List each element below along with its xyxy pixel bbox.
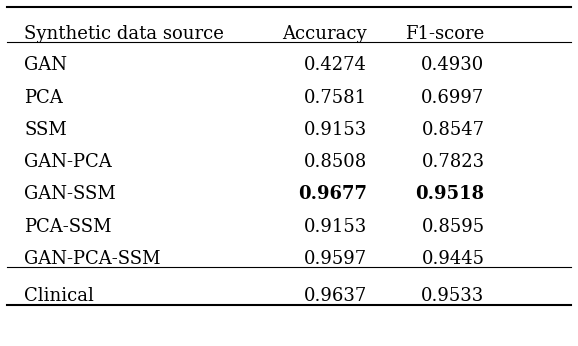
Text: Accuracy: Accuracy xyxy=(282,25,366,43)
Text: 0.7823: 0.7823 xyxy=(421,153,484,171)
Text: 0.7581: 0.7581 xyxy=(303,89,366,107)
Text: PCA-SSM: PCA-SSM xyxy=(24,218,112,236)
Text: 0.9445: 0.9445 xyxy=(421,250,484,268)
Text: PCA: PCA xyxy=(24,89,63,107)
Text: 0.9153: 0.9153 xyxy=(303,121,366,139)
Text: 0.6997: 0.6997 xyxy=(421,89,484,107)
Text: GAN: GAN xyxy=(24,56,68,74)
Text: 0.9153: 0.9153 xyxy=(303,218,366,236)
Text: 0.9533: 0.9533 xyxy=(421,287,484,305)
Text: GAN-PCA-SSM: GAN-PCA-SSM xyxy=(24,250,161,268)
Text: 0.9518: 0.9518 xyxy=(416,185,484,203)
Text: F1-score: F1-score xyxy=(405,25,484,43)
Text: GAN-PCA: GAN-PCA xyxy=(24,153,112,171)
Text: 0.8547: 0.8547 xyxy=(421,121,484,139)
Text: 0.9597: 0.9597 xyxy=(303,250,366,268)
Text: 0.9677: 0.9677 xyxy=(298,185,366,203)
Text: Synthetic data source: Synthetic data source xyxy=(24,25,224,43)
Text: SSM: SSM xyxy=(24,121,67,139)
Text: 0.8595: 0.8595 xyxy=(421,218,484,236)
Text: 0.4274: 0.4274 xyxy=(304,56,366,74)
Text: GAN-SSM: GAN-SSM xyxy=(24,185,116,203)
Text: 0.9637: 0.9637 xyxy=(303,287,366,305)
Text: Clinical: Clinical xyxy=(24,287,94,305)
Text: 0.8508: 0.8508 xyxy=(303,153,366,171)
Text: 0.4930: 0.4930 xyxy=(421,56,484,74)
